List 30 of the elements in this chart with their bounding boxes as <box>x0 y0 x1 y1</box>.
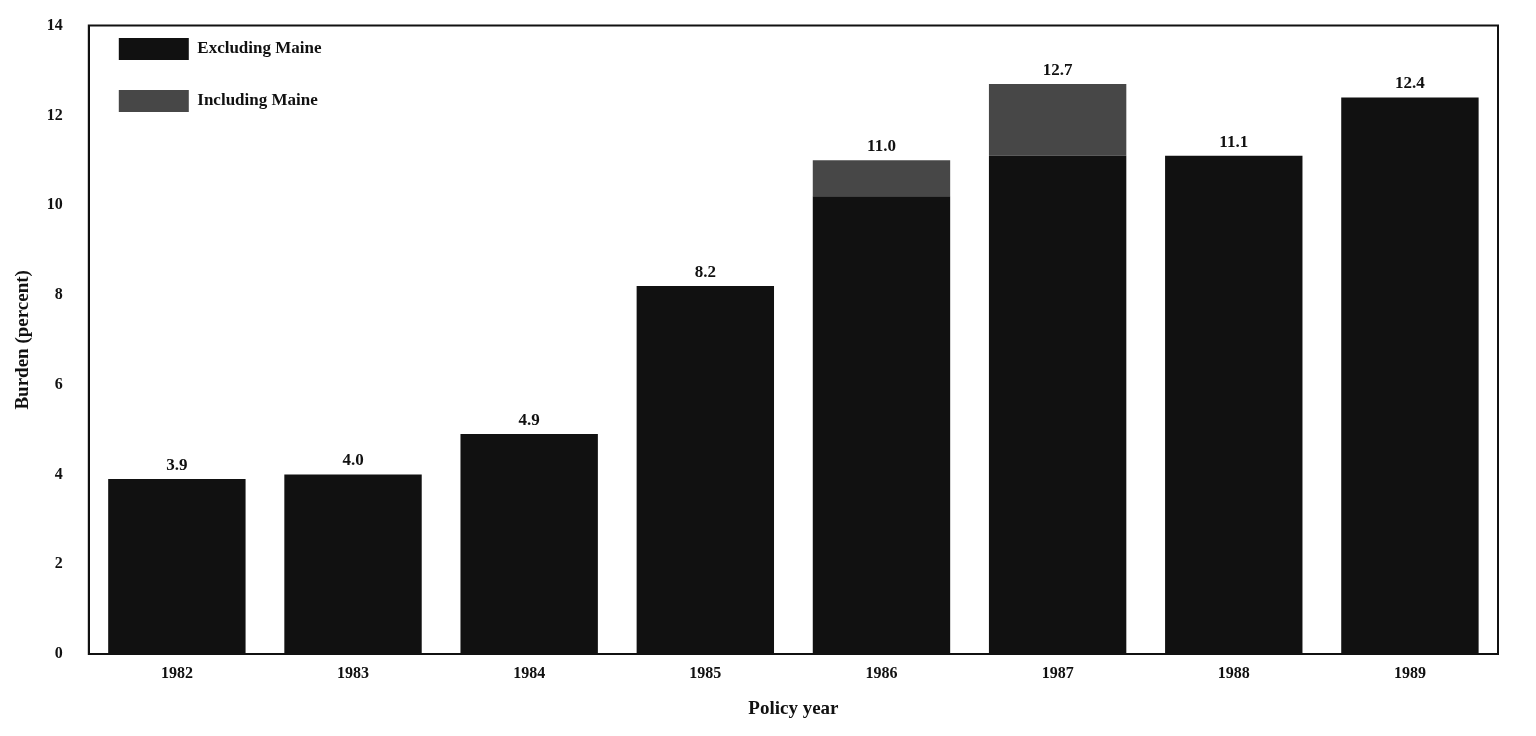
bar <box>812 160 951 197</box>
total-label: 3.9 <box>166 454 188 474</box>
total-label: 12.4 <box>1395 73 1426 93</box>
bar <box>988 83 1127 156</box>
x-axis-title: Policy year <box>748 696 840 718</box>
legend-label: Including Maine <box>197 90 319 110</box>
y-axis-title: Burden (percent) <box>11 270 34 410</box>
total-label: 11.0 <box>867 136 896 156</box>
y-tick-label: 0 <box>54 644 63 662</box>
x-tick-label: 1989 <box>1393 663 1426 681</box>
x-tick-label: 1984 <box>513 663 546 681</box>
x-tick-label: 1986 <box>865 663 898 681</box>
y-tick-label: 8 <box>54 285 63 303</box>
total-label: 8.2 <box>694 261 716 281</box>
x-tick-label: 1982 <box>160 663 193 681</box>
y-tick-label: 2 <box>54 554 63 572</box>
x-tick-label: 1985 <box>689 663 722 681</box>
total-label: 4.0 <box>342 450 364 470</box>
y-tick-label: 6 <box>54 374 63 392</box>
total-label: 11.1 <box>1219 131 1249 151</box>
y-tick-label: 14 <box>46 15 63 33</box>
x-tick-label: 1983 <box>337 663 370 681</box>
y-tick-label: 4 <box>54 464 63 482</box>
x-tick-label: 1988 <box>1217 663 1250 681</box>
total-label: 12.7 <box>1042 59 1073 79</box>
y-tick-label: 10 <box>46 195 63 213</box>
x-tick-label: 1987 <box>1041 663 1074 681</box>
total-label: 4.9 <box>518 409 540 429</box>
y-tick-label: 12 <box>46 105 63 123</box>
legend-label: Excluding Maine <box>197 38 322 58</box>
